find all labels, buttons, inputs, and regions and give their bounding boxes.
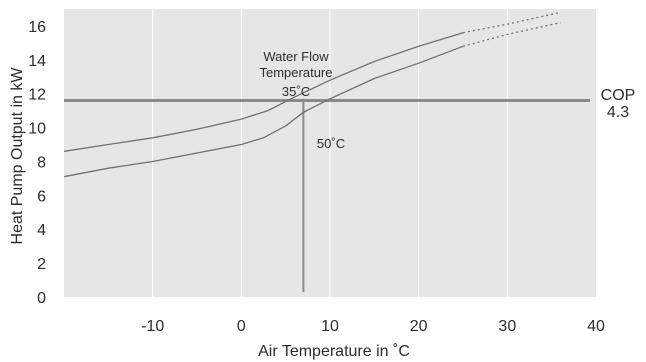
y-tick-label: 16: [28, 19, 46, 36]
y-tick-label: 10: [28, 121, 46, 138]
x-tick-label: 40: [587, 318, 605, 335]
y-tick-label: 8: [37, 154, 46, 171]
x-tick-labels: -10 0 10 20 30 40: [141, 318, 605, 335]
series-35c-label: 35˚C: [282, 84, 310, 99]
x-tick-label: 0: [237, 318, 246, 335]
x-axis-label: Air Temperature in ˚C: [258, 343, 410, 360]
series-1-extrapolated-line: [462, 11, 561, 34]
series-2-line: [63, 45, 464, 178]
legend-title-line1: Water Flow: [263, 49, 329, 64]
y-tick-labels: 0 2 4 6 8 10 12 14 16: [28, 19, 46, 307]
x-tick-label: -10: [141, 318, 164, 335]
y-tick-label: 14: [28, 53, 46, 70]
y-tick-label: 6: [37, 188, 46, 205]
cop-label: COP: [601, 87, 636, 104]
x-tick-label: 20: [410, 318, 428, 335]
y-axis-label: Heat Pump Output in kW: [9, 67, 26, 245]
legend-title-line2: Temperature: [260, 65, 333, 80]
x-tick-label: 10: [321, 318, 339, 335]
series-2-extrapolated-line: [462, 21, 561, 47]
cop-value: 4.3: [607, 104, 629, 121]
x-tick-label: 30: [498, 318, 516, 335]
y-tick-label: 4: [37, 222, 46, 239]
y-tick-label: 2: [37, 256, 46, 273]
series-lines: [63, 11, 561, 178]
y-tick-label: 12: [28, 87, 46, 104]
y-tick-label: 0: [37, 290, 46, 307]
series-50c-label: 50˚C: [317, 136, 345, 151]
series-1-line: [63, 32, 464, 152]
gridlines: [152, 9, 508, 297]
